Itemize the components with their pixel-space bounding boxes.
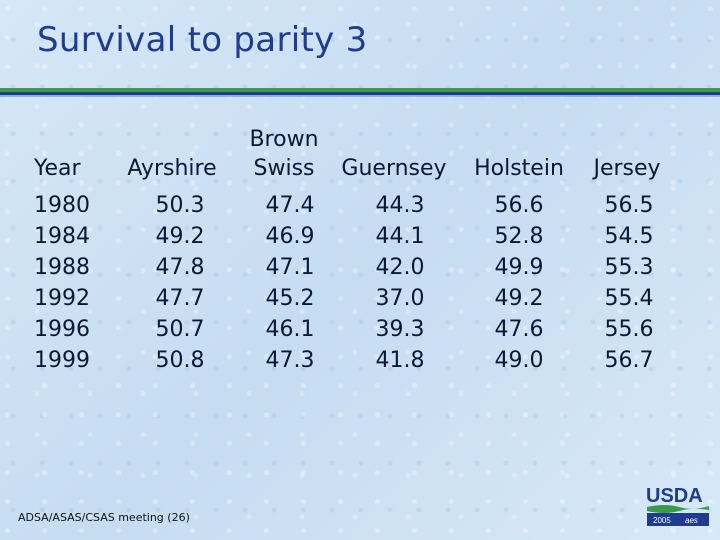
row-year: 1980 — [34, 193, 90, 218]
cell-value: 39.3 — [375, 317, 425, 342]
cell-value: 47.7 — [155, 286, 205, 311]
row-year: 1992 — [34, 286, 90, 311]
header-line2: Guernsey — [341, 156, 447, 181]
cell-value: 49.9 — [494, 255, 544, 280]
cell-value: 49.2 — [494, 286, 544, 311]
divider-blue — [0, 92, 720, 95]
cell-value: 52.8 — [494, 224, 544, 249]
cell-value: 50.7 — [155, 317, 205, 342]
cell-value: 41.8 — [375, 348, 425, 373]
divider-green — [0, 88, 720, 92]
cell-value: 54.5 — [604, 224, 654, 249]
cell-value: 50.3 — [155, 193, 205, 218]
header-breed: Jersey — [584, 125, 670, 183]
cell-value: 56.5 — [604, 193, 654, 218]
cell-value: 46.9 — [265, 224, 315, 249]
header-breed: Guernsey — [337, 125, 451, 183]
cell-value: 47.8 — [155, 255, 205, 280]
header-line2: Swiss — [253, 156, 315, 181]
cell-value: 37.0 — [375, 286, 425, 311]
cell-value: 56.7 — [604, 348, 654, 373]
row-year: 1996 — [34, 317, 90, 342]
header-breed: Ayrshire — [120, 125, 224, 183]
row-year: 1999 — [34, 348, 90, 373]
header-line1: Brown — [249, 127, 319, 152]
cell-value: 55.6 — [604, 317, 654, 342]
divider-light — [0, 95, 720, 97]
header-line2: Holstein — [474, 156, 564, 181]
cell-value: 47.4 — [265, 193, 315, 218]
logo-text: USDA — [646, 485, 703, 507]
header-line1 — [466, 125, 572, 154]
cell-value: 47.1 — [265, 255, 315, 280]
cell-value: 44.3 — [375, 193, 425, 218]
cell-value: 55.4 — [604, 286, 654, 311]
meeting-footer: ADSA/ASAS/CSAS meeting (26) — [18, 511, 190, 524]
row-year: 1984 — [34, 224, 90, 249]
header-line1 — [120, 125, 224, 154]
cell-value: 42.0 — [375, 255, 425, 280]
logo-band — [647, 513, 709, 526]
cell-value: 49.2 — [155, 224, 205, 249]
cell-value: 44.1 — [375, 224, 425, 249]
header-breed: Holstein — [466, 125, 572, 183]
cell-value: 50.8 — [155, 348, 205, 373]
row-year: 1988 — [34, 255, 90, 280]
header-year: Year — [34, 156, 81, 181]
logo-swoosh — [647, 505, 709, 513]
cell-value: 47.6 — [494, 317, 544, 342]
cell-value: 49.0 — [494, 348, 544, 373]
cell-value: 56.6 — [494, 193, 544, 218]
cell-value: 45.2 — [265, 286, 315, 311]
header-line1 — [337, 125, 451, 154]
cell-value: 47.3 — [265, 348, 315, 373]
usda-logo: USDA 2005 aes — [646, 485, 709, 526]
header-breed: Brown Swiss — [237, 125, 331, 183]
cell-value: 46.1 — [265, 317, 315, 342]
slide-title: Survival to parity 3 — [37, 20, 368, 60]
header-line1 — [584, 125, 670, 154]
logo-year: 2005 — [653, 516, 671, 525]
cell-value: 55.3 — [604, 255, 654, 280]
logo-mark: aes — [685, 516, 698, 525]
header-line2: Jersey — [593, 156, 661, 181]
header-line2: Ayrshire — [127, 156, 217, 181]
